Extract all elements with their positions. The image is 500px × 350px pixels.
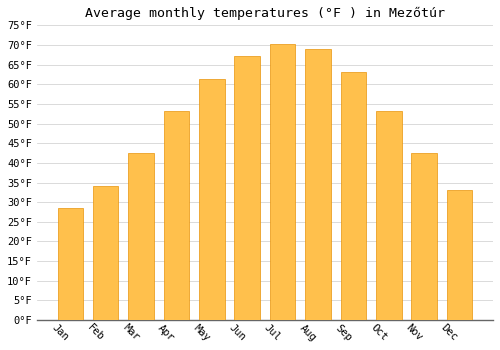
- Bar: [447, 190, 472, 320]
- Bar: [270, 44, 295, 320]
- Bar: [234, 56, 260, 320]
- Bar: [128, 153, 154, 320]
- Bar: [376, 111, 402, 320]
- Bar: [164, 111, 189, 320]
- Bar: [199, 79, 224, 320]
- Bar: [58, 209, 83, 320]
- Bar: [412, 153, 437, 320]
- Bar: [93, 186, 118, 320]
- Bar: [306, 49, 331, 320]
- Title: Average monthly temperatures (°F ) in Mezőtúr: Average monthly temperatures (°F ) in Me…: [85, 7, 445, 20]
- Bar: [340, 72, 366, 320]
